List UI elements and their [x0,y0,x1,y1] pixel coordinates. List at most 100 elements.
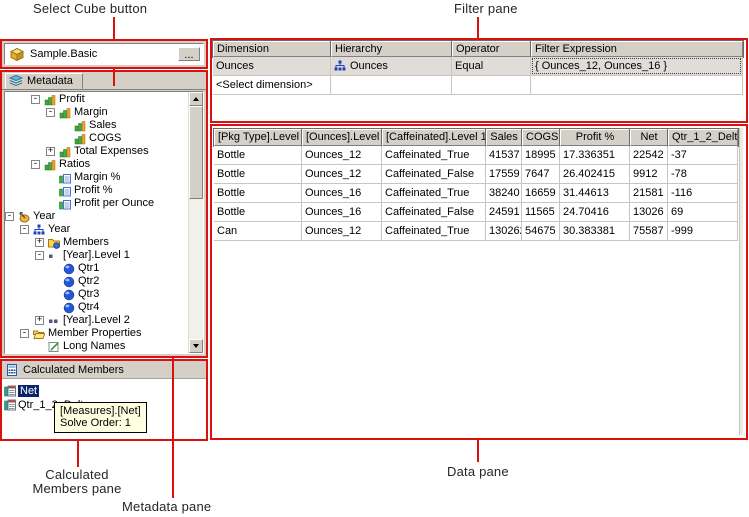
data-grid-header-qtr-1-2-delta[interactable]: Qtr_1_2_Delta [668,129,738,146]
filter-grid-cell-hierarchy[interactable] [331,76,452,95]
tree-node-qtr3[interactable]: Qtr3 [5,288,187,301]
tree-node-qtr2[interactable]: Qtr2 [5,275,187,288]
data-grid-cell[interactable]: 24591 [486,203,522,222]
data-grid-cell[interactable]: -78 [668,165,738,184]
data-grid-cell[interactable]: Caffeinated_True [382,146,486,165]
scrollbar-thumb[interactable] [189,106,203,199]
filter-grid-cell-dimension[interactable]: Ounces [213,57,331,76]
data-grid-cell[interactable]: 21581 [630,184,668,203]
data-grid-cell[interactable]: Ounces_12 [302,165,382,184]
tree-node-year-level-1[interactable]: - [Year].Level 1 [5,249,187,262]
data-grid-cell[interactable]: 11565 [522,203,560,222]
tree-node-qtr1[interactable]: Qtr1 [5,262,187,275]
collapse-icon[interactable]: - [31,94,40,104]
data-grid-cell[interactable]: Bottle [214,165,302,184]
tree-node-cogs[interactable]: COGS [5,132,187,145]
data-grid-cell[interactable]: Caffeinated_False [382,203,486,222]
data-grid-header-net[interactable]: Net [630,129,668,146]
collapse-icon[interactable]: - [46,107,55,117]
filter-grid-header-operator[interactable]: Operator [452,41,531,57]
data-grid-header-profit[interactable]: Profit % [560,129,630,146]
tree-node-year[interactable]: - Year [5,223,187,236]
data-grid-cell[interactable]: Ounces_12 [302,146,382,165]
collapse-icon[interactable]: - [20,328,29,338]
data-grid-header-sales[interactable]: Sales [486,129,522,146]
tree-node-partial[interactable]: + [5,353,187,354]
filter-grid-header-filter-expression[interactable]: Filter Expression [531,41,743,57]
data-grid-cell[interactable]: 17.336351 [560,146,630,165]
data-grid-cell[interactable]: -999 [668,222,738,241]
data-grid-cell[interactable]: Bottle [214,184,302,203]
data-grid-cell[interactable]: 31.44613 [560,184,630,203]
tree-node-sales[interactable]: Sales [5,119,187,132]
data-grid-cell[interactable]: 54675 [522,222,560,241]
tree-node-year-level-2[interactable]: + [Year].Level 2 [5,314,187,327]
tab-metadata[interactable]: Metadata [5,73,83,89]
data-grid-cell[interactable]: -116 [668,184,738,203]
data-grid-cell[interactable]: 69 [668,203,738,222]
collapse-icon[interactable]: - [31,159,40,169]
tree-node-profit[interactable]: Profit % [5,184,187,197]
collapse-icon[interactable]: - [5,211,14,221]
data-grid-cell[interactable]: Ounces_16 [302,184,382,203]
data-grid-cell[interactable]: 7647 [522,165,560,184]
tree-node-member-properties[interactable]: - Member Properties [5,327,187,340]
data-grid-cell[interactable]: 30.383381 [560,222,630,241]
data-grid-header-pkg-type-level-1[interactable]: [Pkg Type].Level 1 [214,129,302,146]
calculated-member-net[interactable]: Net [4,384,40,397]
cube-selector-field[interactable]: Sample.Basic ... [4,43,204,65]
data-grid-cell[interactable]: -37 [668,146,738,165]
data-grid-cell[interactable]: Can [214,222,302,241]
tree-node-long-names[interactable]: Long Names [5,340,187,353]
tree-node-year[interactable]: - Year [5,210,187,223]
data-grid-cell[interactable]: Ounces_12 [302,222,382,241]
filter-expression-value[interactable]: { Ounces_12, Ounces_16 } [532,58,741,74]
tree-node-ratios[interactable]: - Ratios [5,158,187,171]
select-cube-button[interactable]: ... [178,47,200,61]
collapse-icon[interactable]: - [20,224,29,234]
data-grid-cell[interactable]: Ounces_16 [302,203,382,222]
scroll-down-button[interactable] [189,339,203,353]
data-grid-cell[interactable]: 9912 [630,165,668,184]
collapse-icon[interactable]: - [35,250,44,260]
data-grid-cell[interactable]: Caffeinated_True [382,184,486,203]
data-grid-cell[interactable]: Bottle [214,146,302,165]
tree-node-profit-per-ounce[interactable]: Profit per Ounce [5,197,187,210]
data-grid-cell[interactable]: Bottle [214,203,302,222]
tree-node-margin[interactable]: Margin % [5,171,187,184]
data-grid-cell[interactable]: 16659 [522,184,560,203]
filter-grid-header-dimension[interactable]: Dimension [213,41,331,57]
data-grid-cell[interactable]: Caffeinated_False [382,165,486,184]
filter-grid-cell-filter-expression[interactable]: { Ounces_12, Ounces_16 } [531,57,743,76]
filter-grid-cell-dimension[interactable]: <Select dimension> [213,76,331,95]
data-grid-header-caffeinated-level-1[interactable]: [Caffeinated].Level 1 [382,129,486,146]
data-grid-cell[interactable]: 17559 [486,165,522,184]
tree-node-profit[interactable]: - Profit [5,93,187,106]
filter-grid-cell-operator[interactable] [452,76,531,95]
expand-icon[interactable]: + [35,315,44,325]
data-grid-cell[interactable]: 24.70416 [560,203,630,222]
filter-grid-cell-hierarchy[interactable]: Ounces [331,57,452,76]
tree-node-margin[interactable]: - Margin [5,106,187,119]
data-grid-cell[interactable]: 18995 [522,146,560,165]
data-grid-cell[interactable]: 22542 [630,146,668,165]
filter-grid-header-hierarchy[interactable]: Hierarchy [331,41,452,57]
metadata-tree-scrollbar[interactable] [188,92,203,353]
data-grid-header-cogs[interactable]: COGS [522,129,560,146]
data-grid-cell[interactable]: 41537 [486,146,522,165]
expand-icon[interactable]: + [35,237,44,247]
data-grid-cell[interactable]: 130262 [486,222,522,241]
scroll-up-button[interactable] [189,92,203,106]
data-pane-scrollbar[interactable] [739,128,743,435]
data-grid-cell[interactable]: 26.402415 [560,165,630,184]
data-grid-cell[interactable]: 13026 [630,203,668,222]
data-grid-header-ounces-level-1[interactable]: [Ounces].Level 1 [302,129,382,146]
data-grid-cell[interactable]: 38240 [486,184,522,203]
tree-node-members[interactable]: + Members [5,236,187,249]
data-grid-cell[interactable]: Caffeinated_True [382,222,486,241]
expand-icon[interactable]: + [46,146,55,156]
filter-grid-cell-filter-expression[interactable] [531,76,743,95]
data-grid-cell[interactable]: 75587 [630,222,668,241]
filter-grid-cell-operator[interactable]: Equal [452,57,531,76]
tree-node-total-expenses[interactable]: + Total Expenses [5,145,187,158]
